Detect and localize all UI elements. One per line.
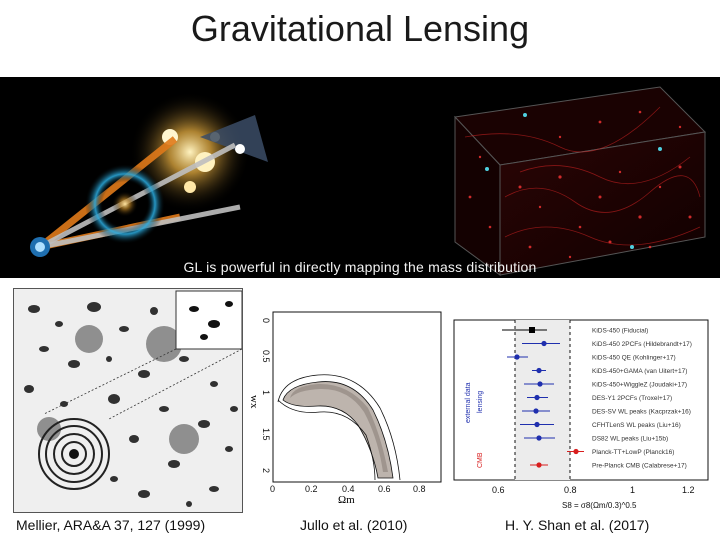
x-axis-label: Ωm <box>338 494 355 505</box>
whisker-row-label: DES-SV WL peaks (Kacprzak+16) <box>592 409 691 416</box>
y-tick-0: 0 <box>261 318 271 323</box>
whisker-point <box>537 381 543 387</box>
contour-plot-svg: 0 0.5 1 1.5 2 wx 0 0.2 0.4 0.6 0.8 Ωm <box>248 311 442 505</box>
whisker-plot-svg: external data lensing CMB KiDS-450 (Fidu… <box>453 319 709 510</box>
whisker-row-label: Pre-Planck CMB (Calabrese+17) <box>592 463 687 470</box>
whisker-point <box>533 408 539 414</box>
x-tick-3: 1.2 <box>682 485 695 495</box>
group-label-cmb: CMB <box>477 452 484 468</box>
whisker-plot: external data lensing CMB KiDS-450 (Fidu… <box>452 318 712 513</box>
whisker-point <box>536 462 542 468</box>
whisker-row-label: DS82 WL peaks (Liu+15b) <box>592 436 668 443</box>
whisker-point <box>529 327 535 333</box>
y-tick-1: 0.5 <box>261 350 271 363</box>
x-tick-2: 1 <box>630 485 635 495</box>
group-label-lensing: lensing <box>477 391 484 413</box>
x-tick-2: 0.4 <box>342 484 355 494</box>
whisker-row-label: DES-Y1 2PCFs (Troxel+17) <box>592 395 672 402</box>
whisker-row-label: KiDS-450 2PCFs (Hildebrandt+17) <box>592 341 692 348</box>
group-label-external: external data <box>465 382 472 423</box>
contour-plot: 0 0.5 1 1.5 2 wx 0 0.2 0.4 0.6 0.8 Ωm <box>248 300 448 505</box>
middle-credit: Jullo et al. (2010) <box>300 517 408 533</box>
banner-caption: GL is powerful in directly mapping the m… <box>183 259 537 275</box>
lensing-illustration <box>30 86 707 276</box>
whisker-point <box>534 394 540 401</box>
whisker-row-label: KiDS-450 (Fiducial) <box>592 328 648 335</box>
whisker-point <box>536 367 542 374</box>
whisker-row-label: Planck-TT+LowP (Planck16) <box>592 449 674 456</box>
whisker-row-label: CFHTLenS WL peaks (Liu+16) <box>592 422 681 429</box>
x-axis-label: S8 = σ8(Ωm/0.3)^0.5 <box>562 501 637 510</box>
lensed-field-image <box>13 288 243 513</box>
whisker-row-label: KiDS-450+WiggleZ (Joudaki+17) <box>592 382 687 389</box>
x-tick-0: 0.6 <box>492 485 505 495</box>
whisker-point <box>573 448 579 455</box>
x-tick-1: 0.2 <box>305 484 318 494</box>
lensed-field-drawing <box>14 289 242 512</box>
y-tick-2: 1 <box>261 390 271 395</box>
whisker-row-label: KiDS-450+GAMA (van Uitert+17) <box>592 368 687 375</box>
left-credit: Mellier, ARA&A 37, 127 (1999) <box>16 517 206 533</box>
right-credit: H. Y. Shan et al. (2017) <box>505 517 650 533</box>
whisker-row-label: KiDS-450 QE (Kohlinger+17) <box>592 355 676 362</box>
whisker-point <box>536 435 542 441</box>
y-axis-label: wx <box>248 395 260 409</box>
slide-title: Gravitational Lensing <box>190 8 530 49</box>
y-tick-4: 2 <box>261 468 271 473</box>
whisker-point <box>541 340 547 347</box>
x-tick-4: 0.8 <box>413 484 426 494</box>
whisker-point <box>514 354 520 360</box>
lensing-banner: GL is powerful in directly mapping the m… <box>0 77 720 278</box>
x-tick-0: 0 <box>270 484 275 494</box>
whisker-point <box>534 421 540 428</box>
y-tick-3: 1.5 <box>261 428 271 441</box>
x-tick-3: 0.6 <box>378 484 391 494</box>
x-tick-1: 0.8 <box>564 485 577 495</box>
